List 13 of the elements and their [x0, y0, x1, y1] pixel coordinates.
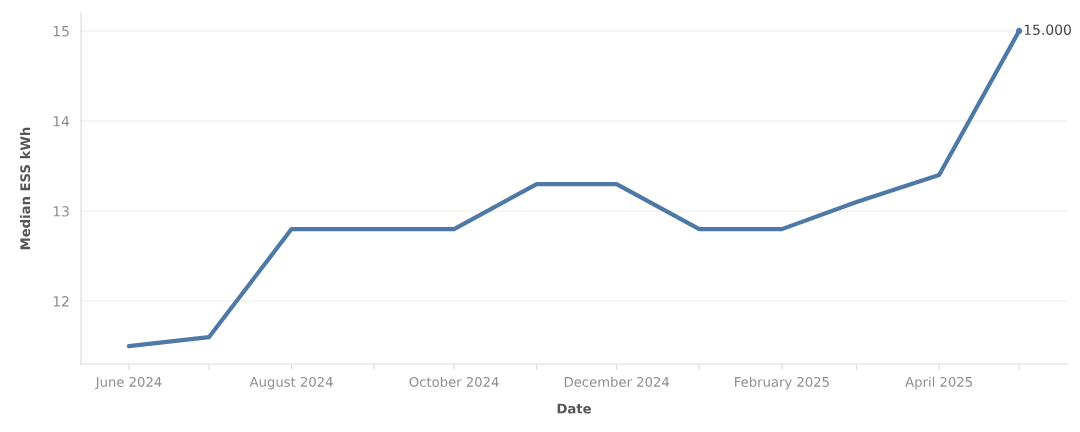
x-tick-label: June 2024	[95, 376, 162, 390]
y-tick-label: 13	[53, 206, 69, 217]
y-tick-label: 15	[53, 26, 69, 37]
data-label: 15.000	[1024, 24, 1071, 35]
x-tick-label: December 2024	[564, 376, 670, 387]
y-tick-label: 14	[53, 116, 70, 127]
x-tick-label: August 2024	[249, 376, 333, 390]
x-tick-label: April 2025	[905, 376, 972, 390]
x-axis-title: Date	[557, 403, 591, 414]
y-axis-title: Median ESS kWh	[20, 127, 31, 250]
x-tick-label: February 2025	[735, 376, 829, 390]
y-tick-label: 12	[53, 296, 69, 307]
x-tick-label: October 2024	[409, 376, 499, 387]
